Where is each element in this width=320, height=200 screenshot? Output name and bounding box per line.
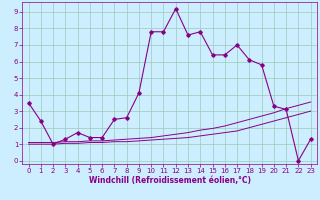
X-axis label: Windchill (Refroidissement éolien,°C): Windchill (Refroidissement éolien,°C) xyxy=(89,176,251,185)
